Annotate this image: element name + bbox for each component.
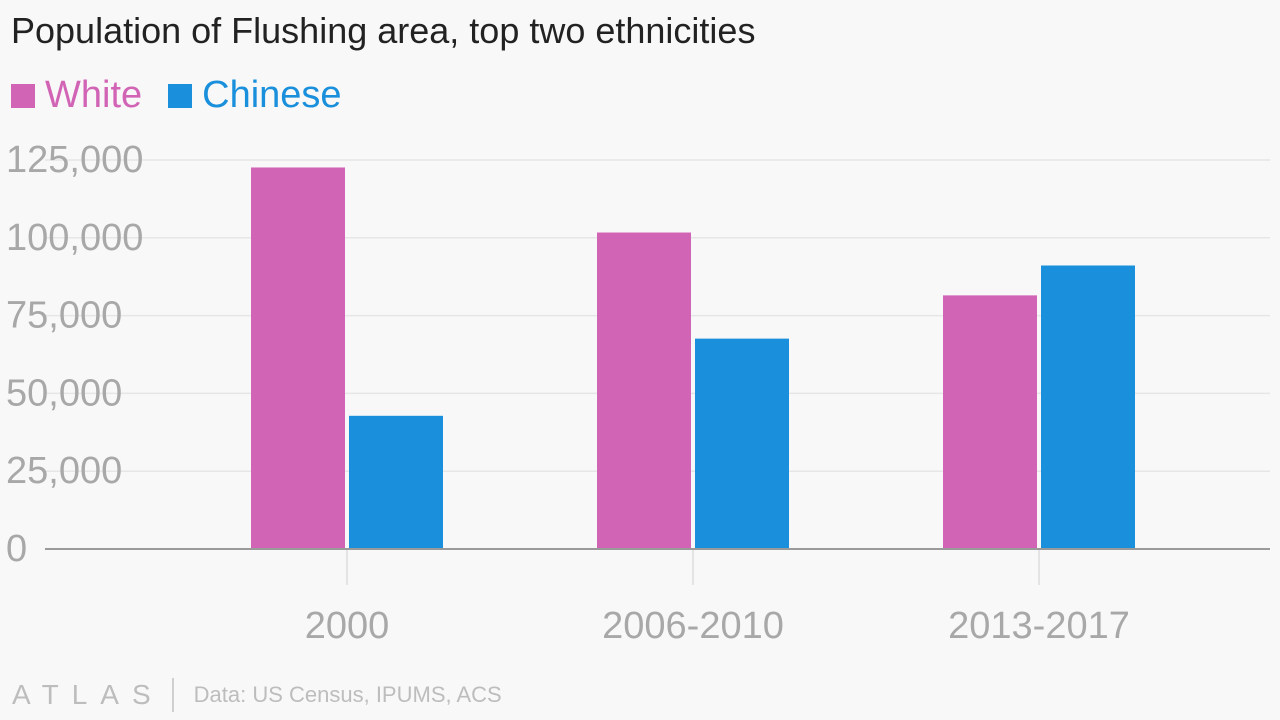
chart-title: Population of Flushing area, top two eth… [11,10,756,51]
x-tick-label-0: 2000 [305,605,390,647]
legend-label-chinese: Chinese [202,74,342,116]
x-tick-label-1: 2006-2010 [602,605,784,647]
legend-swatch-white [11,83,35,108]
source-note: Data: US Census, IPUMS, ACS [193,682,502,707]
bar-chinese-2 [1041,265,1135,549]
y-tick-label-0: 0 [6,528,27,570]
footer: ATLAS Data: US Census, IPUMS, ACS [12,678,502,712]
y-tick-label-3: 75,000 [6,295,122,337]
bar-chinese-0 [349,415,443,549]
bar-white-2 [943,295,1037,549]
x-tick-label-2: 2013-2017 [948,605,1130,647]
legend-item-chinese: Chinese [168,74,342,117]
atlas-logo: ATLAS [12,679,164,710]
legend-swatch-chinese [168,83,193,108]
bar-white-0 [251,167,345,549]
y-tick-label-2: 50,000 [6,372,122,414]
bar-chinese-1 [695,338,789,549]
legend-label-white: White [45,74,143,116]
y-tick-label-4: 100,000 [6,217,143,259]
legend: White Chinese [11,74,342,117]
y-tick-label-5: 125,000 [6,139,143,181]
footer-divider [171,678,174,712]
legend-item-white: White [11,74,142,117]
bar-white-1 [597,232,691,550]
y-tick-label-1: 25,000 [6,450,122,492]
